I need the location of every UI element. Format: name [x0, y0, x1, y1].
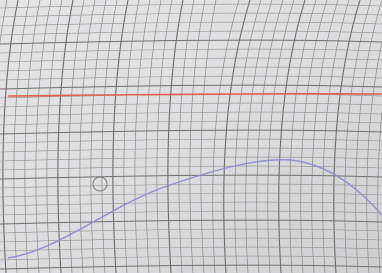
page: {} (() => { JSON.parse(document.getEleme…	[0, 0, 382, 273]
chart-paper-photo	[0, 0, 382, 273]
